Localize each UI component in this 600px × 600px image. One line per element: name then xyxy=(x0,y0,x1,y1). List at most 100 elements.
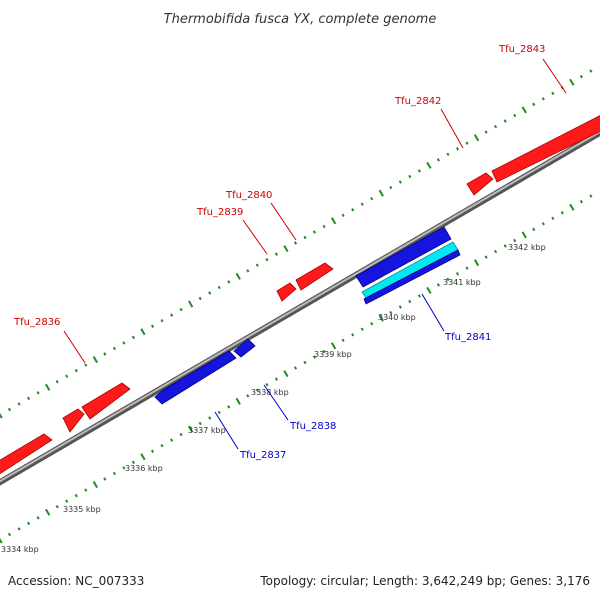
minor-tick xyxy=(351,333,355,337)
forward-strand-dots xyxy=(0,69,593,419)
minor-tick xyxy=(246,394,250,398)
minor-tick xyxy=(265,382,269,387)
major-tick xyxy=(92,356,98,364)
minor-tick xyxy=(389,310,393,315)
gene-label-tfu-2843[interactable]: Tfu_2843 xyxy=(498,44,545,55)
minor-tick xyxy=(84,363,88,367)
minor-tick xyxy=(579,74,583,79)
gene-labels: Tfu_2836 Tfu_2839 Tfu_2840 Tfu_2842 Tfu_… xyxy=(13,44,545,461)
minor-tick xyxy=(503,244,507,248)
gene-label-tfu-2839[interactable]: Tfu_2839 xyxy=(196,207,243,218)
gene-label-tfu-2842[interactable]: Tfu_2842 xyxy=(394,96,441,107)
major-tick xyxy=(426,286,432,294)
minor-tick xyxy=(65,499,69,503)
tick-label: 3340 kbp xyxy=(378,313,416,322)
minor-tick xyxy=(303,235,307,240)
minor-tick xyxy=(408,299,412,304)
gene-tfu-2842-feature[interactable] xyxy=(466,172,494,196)
gene-label-tfu-2838[interactable]: Tfu_2838 xyxy=(289,421,336,432)
minor-tick xyxy=(389,185,393,190)
minor-tick xyxy=(551,91,555,96)
minor-tick xyxy=(589,69,593,73)
gene-tfu-2840-feature[interactable] xyxy=(295,262,334,291)
gene-tfu-2837-fwd-feature[interactable] xyxy=(81,382,131,420)
major-tick xyxy=(235,397,241,405)
minor-tick xyxy=(532,102,536,107)
minor-tick xyxy=(74,493,78,498)
gene-tfu-2836-a-feature[interactable] xyxy=(0,433,53,475)
gene-tfu-2838-feature[interactable] xyxy=(233,338,256,358)
minor-tick xyxy=(179,307,183,312)
tick-label: 3335 kbp xyxy=(63,505,101,514)
tick-labels: 3334 kbp 3335 kbp 3336 kbp 3337 kbp 3338… xyxy=(1,243,546,554)
tick-label: 3334 kbp xyxy=(1,545,39,554)
minor-tick xyxy=(36,516,40,520)
minor-tick xyxy=(322,349,326,354)
forward-genes xyxy=(0,113,600,475)
gene-label-tfu-2840[interactable]: Tfu_2840 xyxy=(225,190,272,201)
minor-tick xyxy=(541,97,545,101)
minor-tick xyxy=(217,410,221,415)
major-tick xyxy=(426,161,432,169)
minor-tick xyxy=(112,346,116,351)
minor-tick xyxy=(312,230,317,234)
gene-tfu-2839-feature[interactable] xyxy=(276,282,297,302)
accession-text: Accession: NC_007333 xyxy=(8,574,145,588)
minor-tick xyxy=(160,318,164,323)
minor-tick xyxy=(112,471,116,476)
major-tick xyxy=(0,538,3,544)
minor-tick xyxy=(370,321,374,326)
minor-tick xyxy=(227,405,231,409)
minor-tick xyxy=(579,199,583,204)
minor-tick xyxy=(122,466,126,470)
minor-tick xyxy=(198,421,202,426)
minor-tick xyxy=(131,335,135,340)
gene-tfu-2837-feature[interactable] xyxy=(154,350,237,405)
reverse-strand-dots xyxy=(0,194,593,544)
gene-label-tfu-2837[interactable]: Tfu_2837 xyxy=(239,450,286,461)
minor-tick xyxy=(436,158,440,162)
minor-tick xyxy=(322,224,326,229)
gene-label-tfu-2836[interactable]: Tfu_2836 xyxy=(13,317,60,328)
minor-tick xyxy=(351,208,355,212)
minor-tick xyxy=(7,532,12,537)
major-tick xyxy=(569,203,575,211)
minor-tick xyxy=(532,227,536,232)
minor-tick xyxy=(7,407,12,412)
minor-tick xyxy=(341,338,345,343)
minor-tick xyxy=(303,360,307,365)
label-leader-lines xyxy=(63,58,567,450)
major-tick xyxy=(569,78,575,86)
minor-tick xyxy=(589,194,593,198)
minor-tick xyxy=(179,432,183,437)
minor-tick xyxy=(446,152,450,157)
minor-tick xyxy=(74,368,78,373)
minor-tick xyxy=(436,283,440,287)
minor-tick xyxy=(541,222,545,226)
minor-tick xyxy=(494,249,498,254)
minor-tick xyxy=(465,266,469,270)
gene-tfu-2841-feature[interactable] xyxy=(355,226,452,288)
minor-tick xyxy=(408,174,412,179)
minor-tick xyxy=(274,252,278,256)
major-tick xyxy=(45,508,51,516)
major-tick xyxy=(521,106,527,114)
minor-tick xyxy=(255,263,259,267)
minor-tick xyxy=(312,355,317,359)
gene-tfu-2841-b-feature[interactable] xyxy=(363,249,461,305)
minor-tick xyxy=(27,396,31,401)
gene-tfu-2836-feature[interactable] xyxy=(62,408,85,433)
minor-tick xyxy=(84,488,88,492)
minor-tick xyxy=(122,341,126,345)
minor-tick xyxy=(494,124,498,129)
major-tick xyxy=(521,231,527,239)
gene-tfu-2843-feature[interactable] xyxy=(491,113,600,183)
minor-tick xyxy=(170,438,174,442)
gene-label-tfu-2841[interactable]: Tfu_2841 xyxy=(444,332,491,343)
minor-tick xyxy=(36,391,40,395)
minor-tick xyxy=(55,379,59,384)
minor-tick xyxy=(170,313,174,317)
major-tick xyxy=(45,383,51,391)
minor-tick xyxy=(293,366,298,370)
minor-tick xyxy=(17,402,21,406)
